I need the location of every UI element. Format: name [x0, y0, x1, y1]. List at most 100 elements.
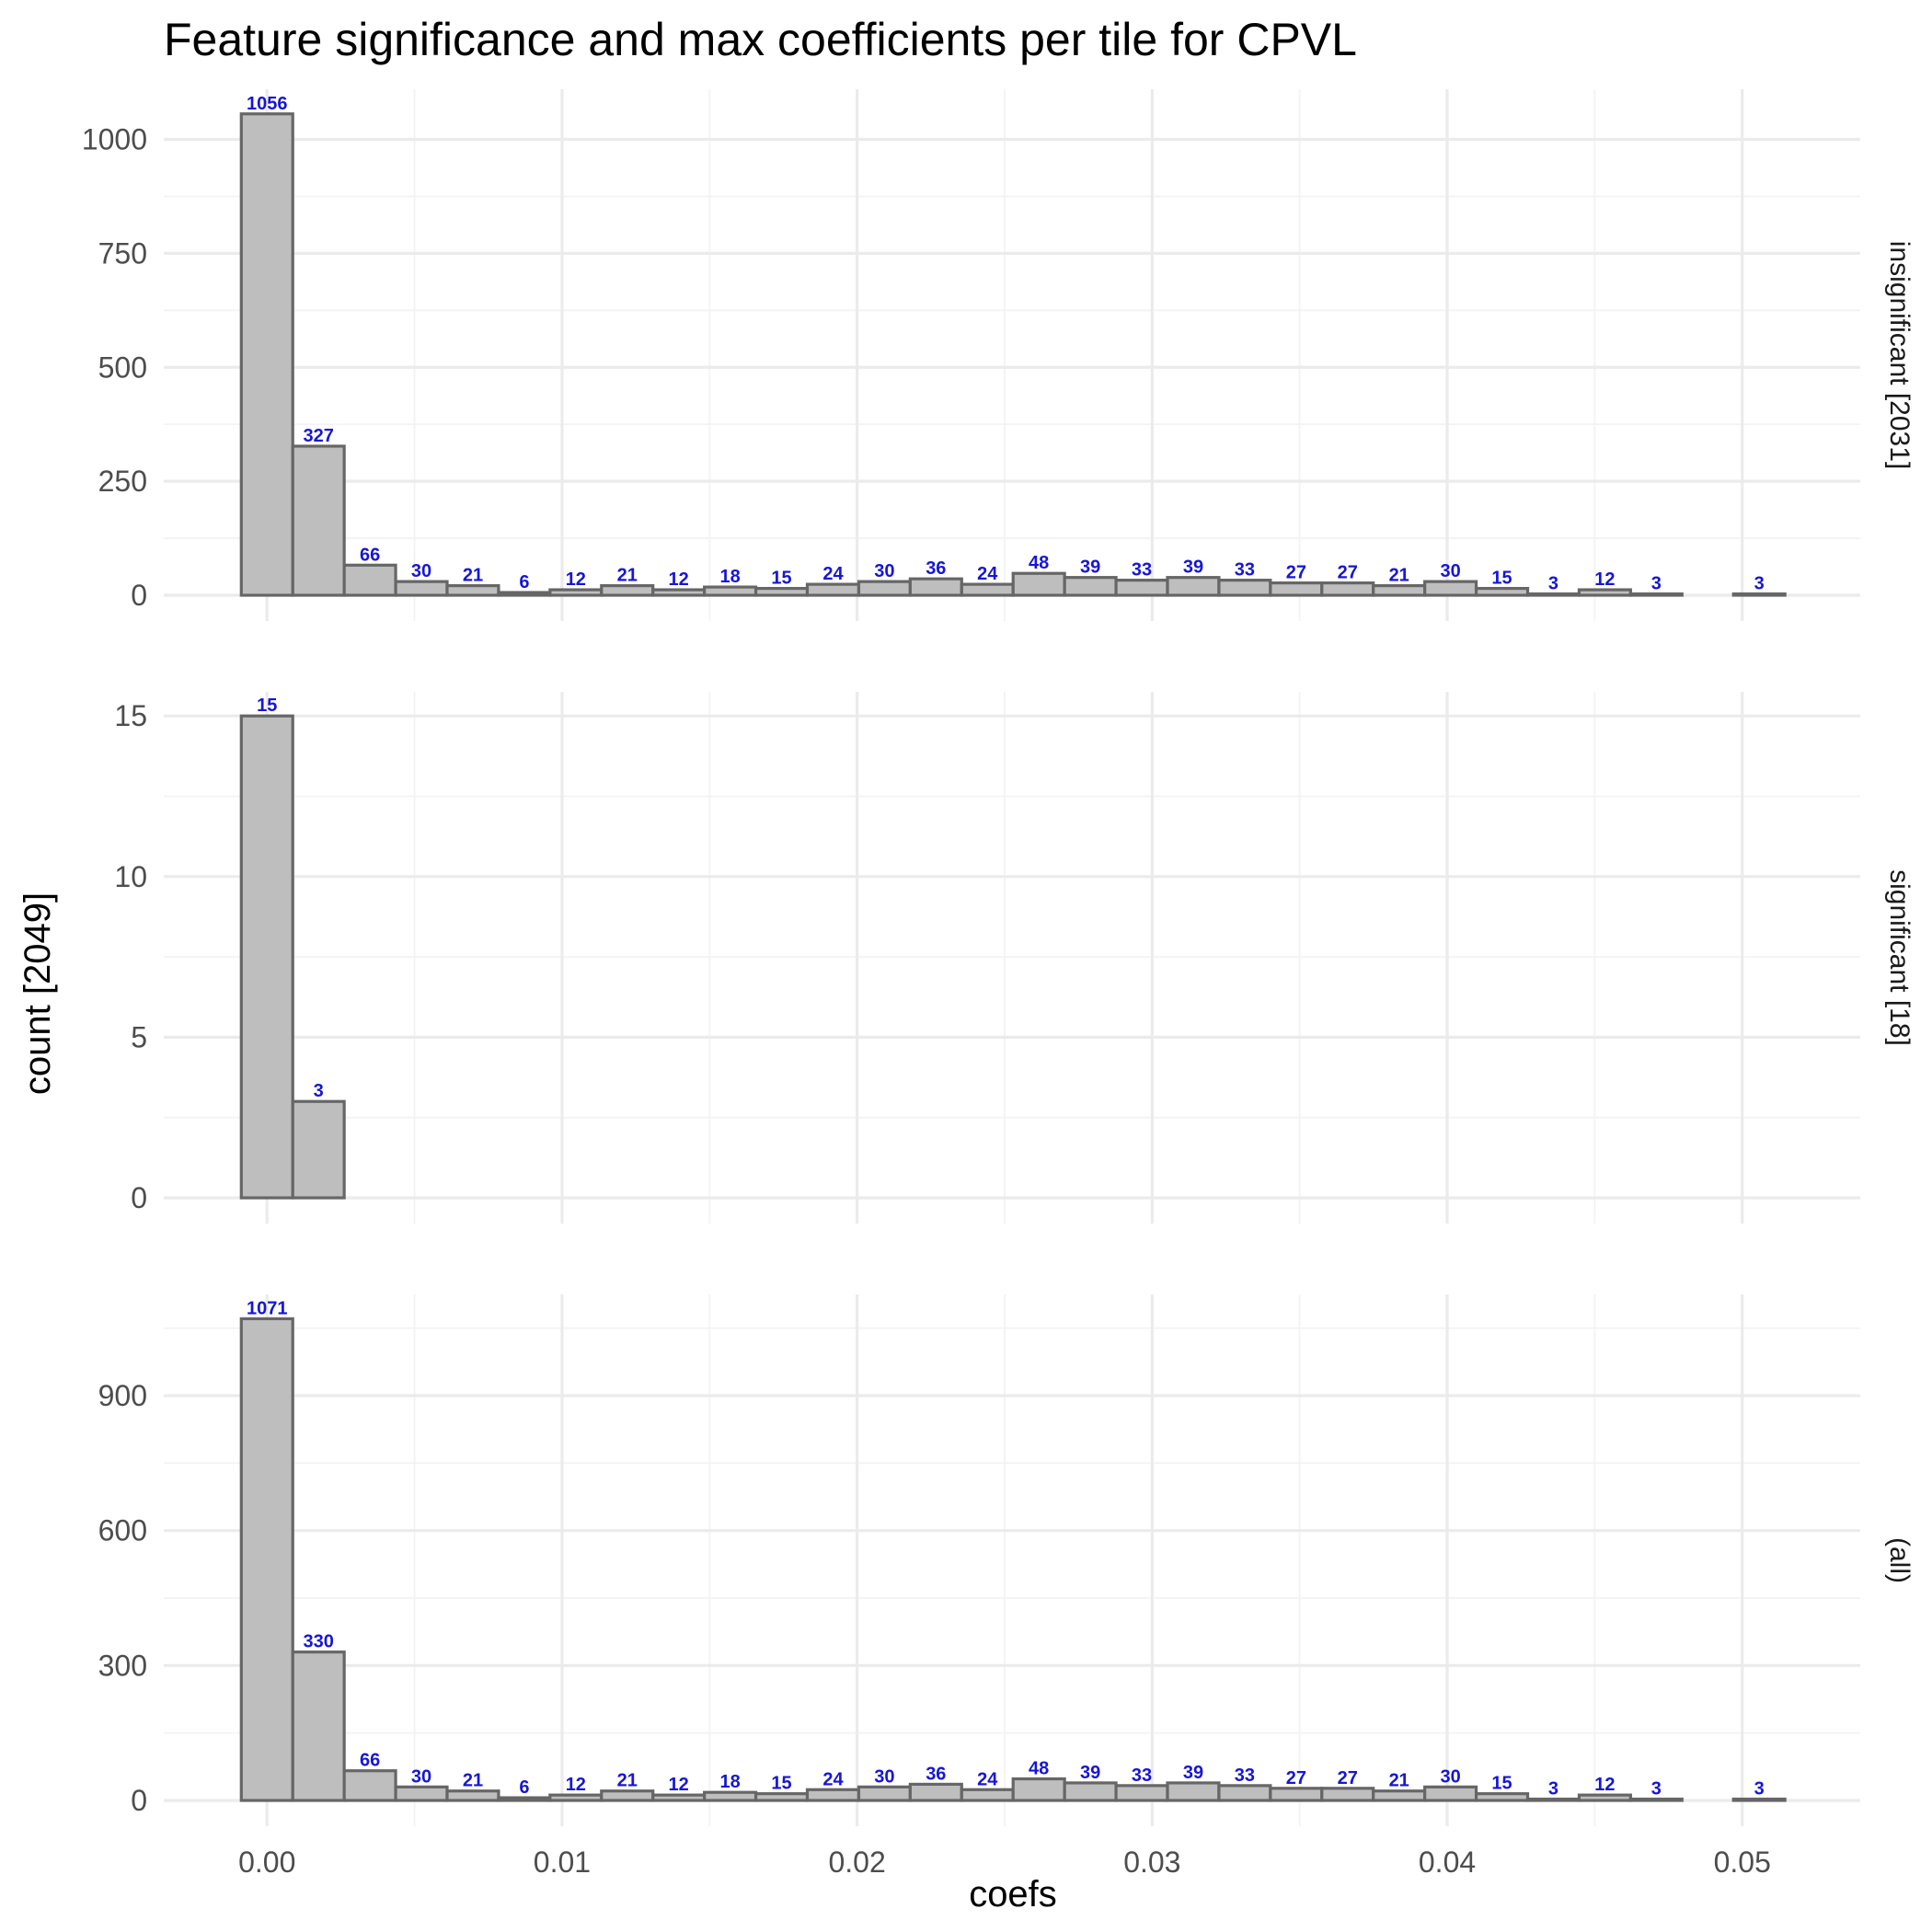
y-tick-label: 900: [98, 1379, 147, 1412]
x-tick-label: 0.05: [1714, 1846, 1771, 1879]
x-tick-label: 0.04: [1419, 1846, 1476, 1879]
data-label: 18: [719, 1772, 740, 1792]
x-tick-label: 0.01: [534, 1846, 591, 1879]
data-label: 12: [669, 569, 689, 590]
histogram-bar: [600, 583, 655, 597]
histogram-bar: [548, 588, 604, 597]
data-label: 21: [617, 566, 638, 586]
panel-2: 0 5 10 15 15 3 significant [18]: [114, 692, 1915, 1224]
data-label: 12: [1594, 569, 1615, 590]
histogram-bar: [394, 580, 449, 597]
histogram-bar: [1474, 586, 1530, 597]
histogram-bar: [1372, 1789, 1427, 1802]
y-tick-label: 5: [131, 1020, 147, 1053]
histogram-bar: [1011, 1777, 1066, 1802]
histogram-bar: [497, 1796, 552, 1802]
data-label: 39: [1183, 558, 1203, 578]
histogram-bar: [239, 1317, 294, 1802]
x-axis-title: coefs: [969, 1874, 1057, 1915]
y-tick-label: 250: [98, 465, 147, 498]
histogram-bar: [703, 1790, 758, 1802]
data-label: 27: [1338, 1768, 1358, 1788]
data-label: 39: [1080, 558, 1100, 578]
data-label: 30: [1440, 561, 1460, 581]
data-label: 1056: [247, 94, 288, 114]
data-label: 39: [1080, 1763, 1100, 1783]
data-label: 30: [1440, 1766, 1460, 1787]
histogram-bar: [908, 577, 963, 597]
data-label: 15: [771, 1774, 791, 1794]
y-tick-label: 15: [114, 699, 147, 732]
data-label: 48: [1029, 1759, 1049, 1779]
y-tick-label: 0: [131, 579, 147, 612]
data-label: 48: [1029, 553, 1049, 573]
data-label: 3: [1548, 574, 1558, 594]
histogram-bar: [960, 1788, 1015, 1802]
data-label: 3: [1754, 574, 1765, 594]
data-label: 3: [1754, 1779, 1765, 1800]
histogram-bar: [1063, 1781, 1118, 1802]
data-label: 27: [1286, 1768, 1306, 1788]
histogram-bar: [651, 588, 707, 597]
histogram-bar: [1217, 1784, 1272, 1802]
histogram-bar: [291, 444, 346, 597]
histogram-bar: [1628, 592, 1684, 597]
histogram-bar: [291, 1650, 346, 1802]
histogram-bar: [1423, 580, 1478, 597]
histogram-bar: [1114, 579, 1169, 597]
histogram-bar: [1320, 1787, 1375, 1802]
histogram-bar: [291, 1099, 346, 1200]
data-label: 15: [1491, 1774, 1512, 1794]
histogram-bar: [342, 563, 397, 597]
data-label: 3: [1651, 1779, 1662, 1800]
histogram-bar: [651, 1793, 707, 1802]
histogram-bar: [497, 591, 552, 597]
data-label: 3: [314, 1081, 324, 1101]
data-label: 33: [1132, 560, 1152, 581]
histogram-bar: [1166, 1781, 1221, 1802]
data-label: 3: [1548, 1779, 1558, 1800]
y-tick-label: 0: [131, 1181, 147, 1214]
histogram-bar: [1114, 1784, 1169, 1802]
histogram-bar: [342, 1769, 397, 1802]
y-tick-label: 600: [98, 1514, 147, 1547]
data-label: 21: [463, 1771, 483, 1791]
histogram-bar: [1731, 592, 1787, 597]
data-label: 33: [1132, 1765, 1152, 1786]
y-tick-label: 1000: [82, 123, 147, 156]
chart-title: Feature significance and max coefficient…: [164, 14, 1357, 65]
data-label: 30: [411, 561, 431, 581]
x-tick-label: 0.02: [828, 1846, 885, 1879]
data-label: 24: [822, 564, 844, 584]
histogram-bar: [805, 1788, 861, 1802]
data-label: 3: [1651, 574, 1662, 594]
histogram-bar: [1217, 579, 1272, 597]
data-label: 12: [669, 1775, 689, 1795]
histogram-bar: [239, 112, 294, 597]
data-label: 24: [822, 1769, 844, 1789]
histogram-bar: [1063, 576, 1118, 597]
data-label: 24: [977, 564, 998, 584]
histogram-bar: [1269, 581, 1324, 597]
data-label: 327: [303, 426, 333, 446]
y-axis-title: count [2049]: [17, 892, 58, 1095]
y-tick-label: 500: [98, 351, 147, 384]
x-tick-label: 0.03: [1123, 1846, 1180, 1879]
data-label: 36: [926, 558, 946, 579]
data-label: 27: [1286, 563, 1306, 583]
histogram-bar: [445, 1789, 500, 1802]
x-tick-label: 0.00: [238, 1846, 295, 1879]
histogram-bar: [908, 1782, 963, 1802]
histogram-bar: [1423, 1785, 1478, 1802]
data-label: 21: [1389, 1771, 1409, 1791]
data-label: 24: [977, 1769, 998, 1789]
histogram-bar: [857, 580, 912, 597]
histogram-bar: [1372, 583, 1427, 597]
histogram-bar: [1577, 1793, 1632, 1802]
histogram-bar: [1525, 592, 1581, 597]
data-label: 66: [360, 545, 380, 565]
histogram-bar: [753, 1792, 810, 1802]
